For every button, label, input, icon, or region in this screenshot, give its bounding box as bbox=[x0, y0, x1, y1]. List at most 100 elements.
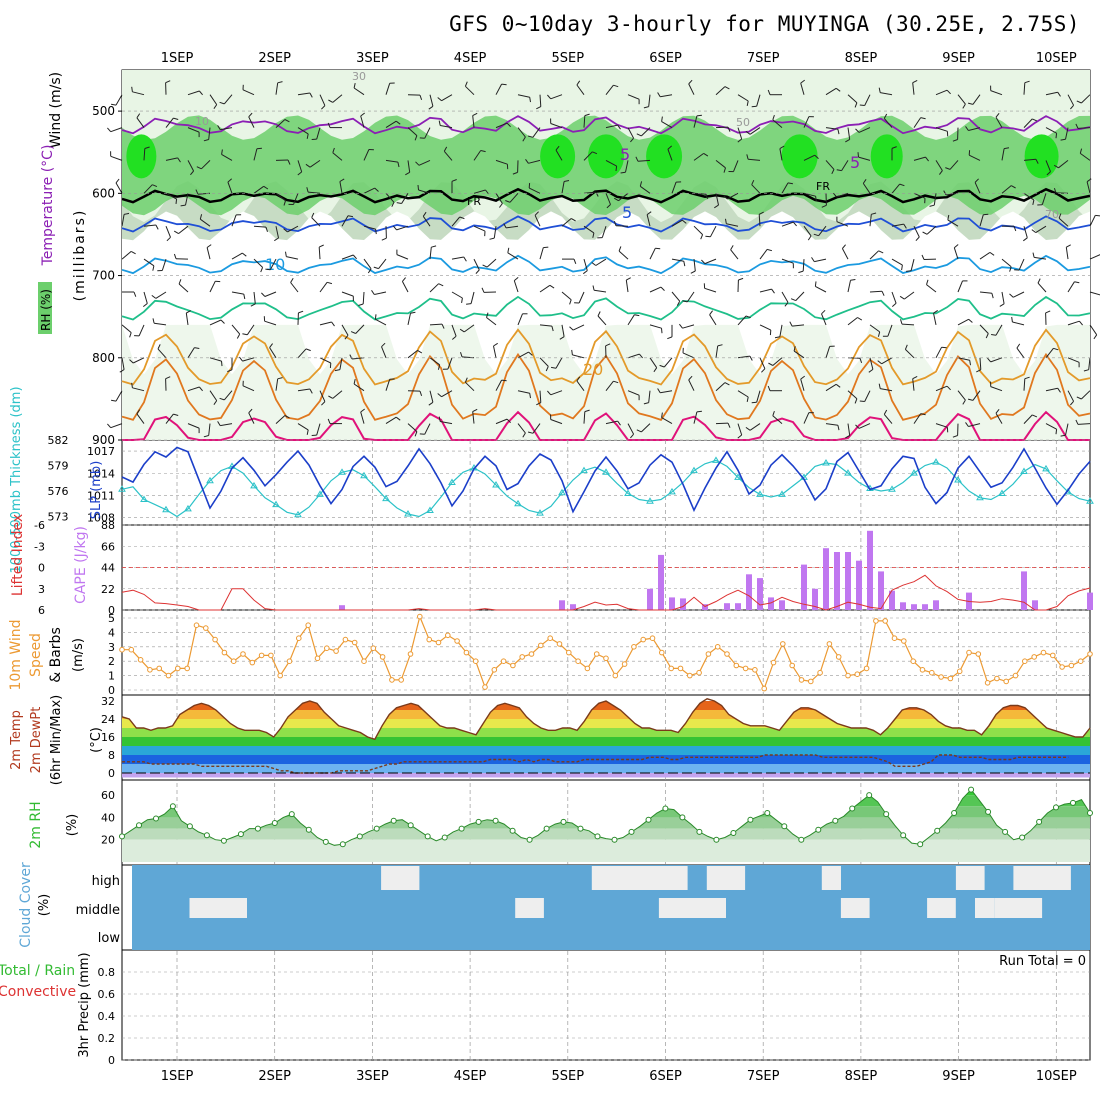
wind-barb-flag bbox=[152, 318, 155, 324]
wind-barb-flag bbox=[503, 223, 507, 229]
rh-tick-label: 40 bbox=[101, 811, 115, 824]
wind-barb-flag bbox=[311, 212, 315, 218]
wind-speed-point bbox=[770, 659, 777, 666]
wind-barb-flag bbox=[199, 386, 203, 392]
wind-speed-point bbox=[891, 635, 898, 642]
wind-barb bbox=[248, 412, 255, 424]
wind-barb-flag bbox=[947, 214, 950, 220]
wind-barb bbox=[933, 313, 937, 326]
wind-speed-point bbox=[314, 655, 321, 662]
wind-barb-flag bbox=[360, 408, 366, 413]
wind-barb-flag bbox=[155, 224, 159, 230]
wind-barb bbox=[661, 121, 673, 129]
wind-speed-point bbox=[854, 671, 861, 678]
wind-speed-point bbox=[500, 658, 507, 665]
cloud-gap bbox=[706, 866, 746, 890]
wind-barb bbox=[858, 423, 871, 429]
wind-speed-point bbox=[296, 635, 302, 642]
wind-barb bbox=[979, 324, 989, 334]
wind-barb bbox=[465, 85, 475, 96]
cape-bar bbox=[779, 600, 785, 610]
wind-barb bbox=[319, 282, 328, 293]
wind-barb-flag bbox=[250, 303, 256, 307]
wind10-ylabel-1: 10m Wind bbox=[8, 619, 24, 690]
wind-barb bbox=[803, 116, 810, 128]
wind-barb bbox=[187, 347, 195, 359]
wind-barb-flag bbox=[709, 310, 713, 316]
wind-barb bbox=[891, 291, 897, 304]
wind-barb-flag bbox=[501, 379, 507, 382]
wind-speed-point bbox=[389, 677, 395, 683]
thickness-marker bbox=[668, 487, 676, 495]
wind-barb-flag bbox=[199, 90, 203, 96]
wind-speed-point bbox=[417, 613, 423, 620]
isotherm--5c bbox=[121, 115, 1091, 135]
wind10-ylabel-2: Speed bbox=[28, 633, 44, 677]
wind-barb-flag bbox=[617, 420, 621, 426]
wind-barb-flag bbox=[912, 375, 918, 380]
wind-barb-flag bbox=[862, 179, 867, 184]
date-label-top: 10SEP bbox=[1036, 51, 1077, 66]
wind-barb bbox=[737, 390, 749, 398]
wind-barb bbox=[968, 127, 981, 131]
wind-barb bbox=[759, 249, 768, 260]
wind-barb-flag bbox=[173, 413, 179, 416]
wind-barb-flag bbox=[899, 183, 905, 187]
wind-barb bbox=[539, 324, 552, 327]
wind-speed-point bbox=[724, 651, 730, 657]
wind-barb-flag bbox=[144, 146, 150, 149]
precip-ylabel: 3hr Precip (mm) bbox=[77, 952, 92, 1057]
thickness-marker bbox=[294, 510, 302, 518]
wind-speed-point bbox=[1077, 658, 1084, 665]
rh-point bbox=[305, 826, 312, 833]
wind-barb-flag bbox=[472, 408, 478, 413]
wind-barb-flag bbox=[667, 145, 673, 150]
wind-speed-point bbox=[1059, 664, 1065, 670]
wind-barb bbox=[935, 160, 943, 171]
wind-barb-flag bbox=[195, 189, 199, 195]
li-tick-label: 0 bbox=[38, 562, 45, 575]
rh-saturated-blob-3 bbox=[646, 134, 683, 179]
wind-barb-flag bbox=[173, 117, 179, 120]
wind-speed-point bbox=[752, 667, 758, 673]
wind-barb-flag bbox=[925, 156, 929, 162]
wind-barb-flag bbox=[1009, 266, 1012, 272]
wind-barb-flag bbox=[682, 219, 687, 224]
wind-barb-flag bbox=[749, 355, 753, 361]
wind-barb-flag bbox=[787, 182, 793, 185]
wind-barb bbox=[1012, 291, 1025, 298]
wind-barb bbox=[539, 247, 544, 260]
wind-barb bbox=[319, 94, 326, 106]
rh-point bbox=[237, 831, 244, 838]
cape-bar bbox=[658, 554, 664, 610]
wind-barb bbox=[926, 225, 937, 235]
wind-barb-flag bbox=[119, 369, 125, 373]
date-label-bottom: 7SEP bbox=[747, 1069, 780, 1084]
wind-barb bbox=[424, 127, 431, 139]
wind-barb bbox=[990, 386, 1003, 392]
thickness-marker bbox=[1020, 467, 1028, 474]
thickness-marker bbox=[448, 478, 456, 485]
wind-barb-flag bbox=[584, 113, 590, 117]
wind-barb-flag bbox=[569, 326, 574, 331]
wind-barb-flag bbox=[576, 376, 581, 382]
wind-barb bbox=[424, 423, 431, 435]
contour-label: 5 bbox=[850, 153, 860, 172]
rh-point bbox=[730, 830, 737, 836]
wind-barb bbox=[1067, 390, 1075, 402]
li-tick-label: 3 bbox=[38, 583, 45, 596]
wind-speed-point bbox=[994, 675, 1000, 682]
wind-barb-flag bbox=[1076, 396, 1082, 400]
rh-point bbox=[611, 836, 618, 843]
date-label-bottom: 2SEP bbox=[258, 1069, 291, 1084]
wind-barb-flag bbox=[536, 402, 542, 406]
wind-speed-point bbox=[277, 672, 284, 679]
wind-speed-point bbox=[333, 648, 339, 654]
wind-barb bbox=[385, 416, 397, 425]
wind-barb-flag bbox=[717, 344, 723, 347]
wind-barb bbox=[187, 386, 200, 392]
thickness-marker bbox=[734, 473, 742, 480]
wind-barb bbox=[561, 291, 572, 301]
wind-barb bbox=[539, 284, 551, 293]
rh-side-label: RH (%) bbox=[39, 289, 53, 331]
